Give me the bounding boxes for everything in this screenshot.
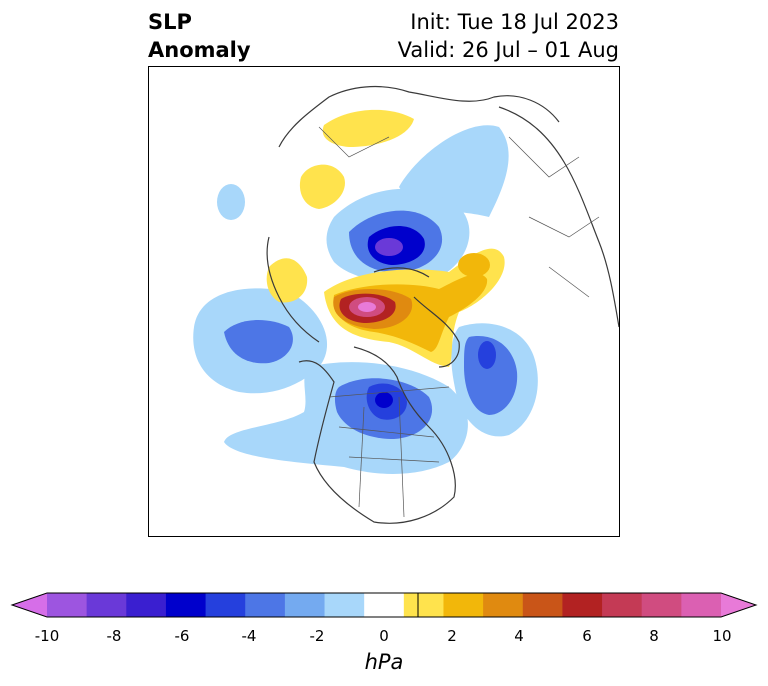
colorbar-segment	[721, 593, 756, 617]
anomaly-magenta-core	[358, 302, 376, 312]
colorbar-segment	[12, 593, 47, 617]
colorbar-segment	[364, 593, 405, 617]
valid-range: Valid: 26 Jul – 01 Aug	[397, 38, 619, 62]
coastlines	[266, 85, 619, 524]
colorbar-segment	[47, 593, 88, 617]
colorbar-tick: -10	[34, 627, 60, 645]
colorbar-segment	[165, 593, 207, 617]
anomaly-medium-blue-west	[224, 320, 293, 364]
anomaly-map	[193, 85, 619, 524]
colorbar-segment	[403, 593, 444, 617]
colorbar-tick: 4	[514, 627, 524, 645]
colorbar-segment	[443, 593, 484, 617]
anomaly-light-blue-spot	[217, 184, 245, 220]
colorbar-outline	[10, 592, 758, 618]
anomaly-deep-blue-core	[375, 238, 403, 256]
colorbar-segment	[483, 593, 524, 617]
map-title: SLP Anomaly	[148, 8, 251, 64]
colorbar-unit: hPa	[364, 650, 404, 674]
anomaly-deep-blue-atlantic-core	[478, 341, 496, 369]
colorbar-tick: -8	[106, 627, 122, 645]
colorbar-segment	[522, 593, 563, 617]
anomaly-medium-blue-atlantic	[464, 336, 518, 415]
anomaly-deep-blue-america-core	[375, 392, 393, 408]
colorbar-segment	[126, 593, 167, 617]
colorbar-tick: -6	[174, 627, 190, 645]
colorbar-tick: -4	[241, 627, 257, 645]
anomaly-orange-asia	[458, 253, 490, 277]
colorbar-segment	[562, 593, 603, 617]
colorbar-segment	[602, 593, 643, 617]
colorbar-segment	[641, 593, 682, 617]
colorbar-segment	[245, 593, 286, 617]
colorbar	[10, 592, 758, 618]
colorbar-tick: 2	[447, 627, 457, 645]
title-line-1: SLP	[148, 10, 192, 34]
valid-period: Init: Tue 18 Jul 2023 Valid: 26 Jul – 01…	[398, 8, 619, 64]
init-date: Init: Tue 18 Jul 2023	[410, 10, 619, 34]
colorbar-tick: 0	[379, 627, 389, 645]
colorbar-tick: 10	[712, 627, 732, 645]
colorbar-segment	[324, 593, 365, 617]
colorbar-segment	[205, 593, 246, 617]
anomaly-yellow-pacific	[266, 258, 308, 303]
colorbar-segment	[284, 593, 326, 617]
map-panel	[148, 66, 620, 537]
colorbar-segment	[681, 593, 722, 617]
country-borders	[318, 126, 600, 518]
title-line-2: Anomaly	[148, 38, 251, 62]
anomaly-yellow-northwest	[299, 164, 345, 209]
colorbar-tick: 6	[582, 627, 592, 645]
colorbar-tick: 8	[649, 627, 659, 645]
colorbar-segment	[86, 593, 127, 617]
colorbar-tick: -2	[309, 627, 325, 645]
anomaly-yellow-north	[322, 109, 414, 147]
